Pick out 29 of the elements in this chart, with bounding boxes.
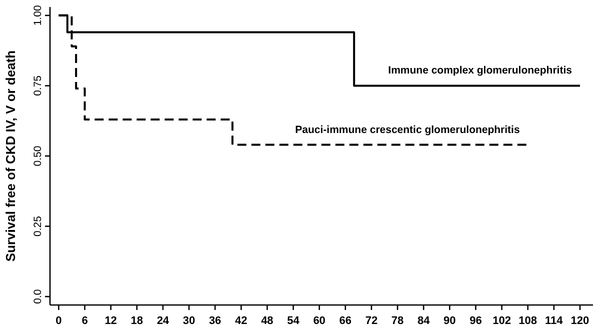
x-tick-label: 54 [287, 315, 300, 327]
y-tick-label: 1.00 [32, 5, 44, 26]
x-tick-label: 72 [365, 315, 378, 327]
x-tick-label: 18 [130, 315, 144, 327]
x-tick-label: 102 [492, 315, 511, 327]
x-tick-label: 114 [545, 315, 564, 327]
x-tick-label: 12 [104, 315, 117, 327]
x-tick-label: 96 [470, 315, 482, 327]
y-tick-label: 0.50 [32, 146, 44, 166]
x-tick-label: 48 [261, 315, 274, 327]
x-tick-label: 6 [82, 315, 88, 327]
y-tick-label: 0.25 [32, 216, 44, 236]
x-tick-label: 30 [182, 315, 196, 327]
series-label: Pauci-immune crescentic glomerulonephritis [295, 124, 520, 136]
x-tick-label: 24 [156, 315, 170, 327]
x-tick-label: 36 [208, 315, 222, 327]
series-label: Immune complex glomerulonephritis [388, 64, 572, 77]
y-tick-label: 0.0 [32, 289, 44, 304]
x-tick-label: 42 [235, 315, 248, 327]
x-tick-label: 90 [444, 315, 456, 327]
x-tick-label: 120 [570, 315, 590, 327]
x-tick-label: 66 [339, 315, 352, 327]
x-tick-label: 78 [391, 315, 404, 327]
y-tick-label: 0.75 [32, 75, 44, 96]
y-axis-title: Survival free of CKD IV, V or death [3, 50, 18, 262]
x-tick-label: 0 [56, 315, 62, 327]
x-tick-label: 84 [417, 315, 431, 327]
x-tick-label: 60 [313, 315, 326, 327]
x-tick-label: 108 [518, 315, 538, 327]
